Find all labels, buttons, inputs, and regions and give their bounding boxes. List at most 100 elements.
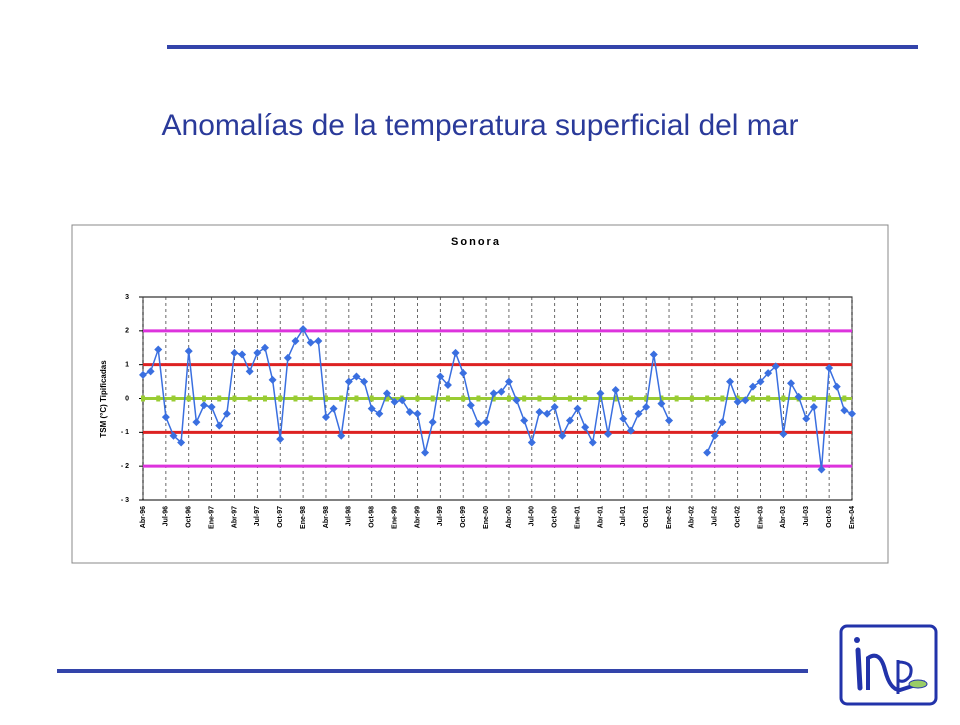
x-tick-label: Abr-02 [689, 506, 696, 528]
data-point [413, 409, 422, 418]
data-point [443, 380, 452, 389]
reference-marker [476, 395, 481, 402]
reference-marker [430, 395, 435, 402]
data-point [451, 348, 460, 357]
data-point [619, 414, 628, 423]
reference-marker [293, 395, 298, 402]
data-point [558, 431, 567, 440]
logo [839, 624, 938, 706]
x-tick-label: Jul-98 [346, 506, 353, 526]
data-point [169, 431, 178, 440]
x-tick-label: Ene-04 [849, 506, 856, 529]
data-point [344, 377, 353, 386]
reference-marker [323, 395, 328, 402]
data-point [840, 406, 849, 415]
data-point [314, 336, 323, 345]
x-tick-label: Jul-02 [712, 506, 719, 526]
reference-marker [705, 395, 710, 402]
data-point [360, 377, 369, 386]
data-point [718, 418, 727, 427]
reference-marker [537, 395, 542, 402]
data-point [848, 409, 856, 418]
reference-marker [415, 395, 420, 402]
data-point [756, 377, 765, 386]
data-point [573, 404, 582, 413]
x-tick-label: Abr-96 [140, 506, 147, 528]
data-point [710, 431, 719, 440]
data-point [703, 448, 712, 457]
data-point [604, 430, 613, 439]
data-point [512, 396, 521, 405]
data-point [390, 397, 399, 406]
reference-marker [156, 395, 161, 402]
series-line [706, 364, 853, 470]
reference-marker [583, 395, 588, 402]
x-tick-label: Oct-98 [369, 506, 376, 528]
x-tick-label: Ene-97 [208, 506, 215, 529]
data-point [581, 423, 590, 432]
data-point [421, 448, 430, 457]
data-point [474, 419, 483, 428]
reference-marker [141, 395, 145, 402]
reference-marker [613, 395, 618, 402]
reference-marker [217, 395, 222, 402]
x-tick-label: Abr-01 [597, 506, 604, 528]
data-point [665, 416, 674, 425]
data-point [253, 348, 262, 357]
data-point [588, 438, 597, 447]
data-point [283, 353, 292, 362]
x-tick-label: Abr-98 [323, 506, 330, 528]
x-tick-label: Jul-96 [163, 506, 170, 526]
data-point [527, 438, 536, 447]
x-tick-label: Oct-99 [460, 506, 467, 528]
data-point [139, 370, 147, 379]
x-tick-label: Abr-00 [506, 506, 513, 528]
x-tick-label: Ene-01 [574, 506, 581, 529]
reference-marker [278, 395, 283, 402]
reference-marker [506, 395, 511, 402]
data-point [161, 413, 170, 422]
reference-marker [384, 395, 389, 402]
data-point [222, 409, 231, 418]
data-point [764, 369, 773, 378]
reference-marker [720, 395, 725, 402]
y-tick-label: 3 [125, 294, 129, 301]
reference-marker [781, 395, 786, 402]
reference-marker [491, 395, 496, 402]
data-point [489, 389, 498, 398]
x-tick-label: Jul-00 [529, 506, 536, 526]
x-tick-label: Oct-97 [277, 506, 284, 528]
data-point [726, 377, 735, 386]
x-tick-label: Abr-03 [780, 506, 787, 528]
data-point [177, 438, 186, 447]
data-point [466, 401, 475, 410]
data-point [832, 382, 841, 391]
data-point [642, 402, 651, 411]
data-point [207, 402, 216, 411]
y-tick-label: 0 [125, 395, 129, 402]
reference-marker [369, 395, 374, 402]
data-point [565, 416, 574, 425]
reference-marker [232, 395, 237, 402]
reference-marker [262, 395, 267, 402]
reference-marker [522, 395, 527, 402]
data-point [634, 409, 643, 418]
slide-title: Anomalías de la temperatura superficial … [162, 109, 799, 142]
x-tick-label: Oct-03 [826, 506, 833, 528]
x-tick-label: Oct-02 [734, 506, 741, 528]
data-point [459, 369, 468, 378]
reference-marker [186, 395, 191, 402]
x-tick-label: Jul-99 [437, 506, 444, 526]
reference-marker [827, 395, 832, 402]
data-point [291, 336, 300, 345]
x-tick-label: Oct-00 [552, 506, 559, 528]
data-point [596, 389, 605, 398]
y-tick-label: 1 [125, 362, 129, 369]
data-point [192, 418, 201, 427]
data-point [504, 377, 513, 386]
reference-marker [766, 395, 771, 402]
data-point [428, 418, 437, 427]
data-point [306, 338, 315, 347]
data-point [741, 396, 750, 405]
